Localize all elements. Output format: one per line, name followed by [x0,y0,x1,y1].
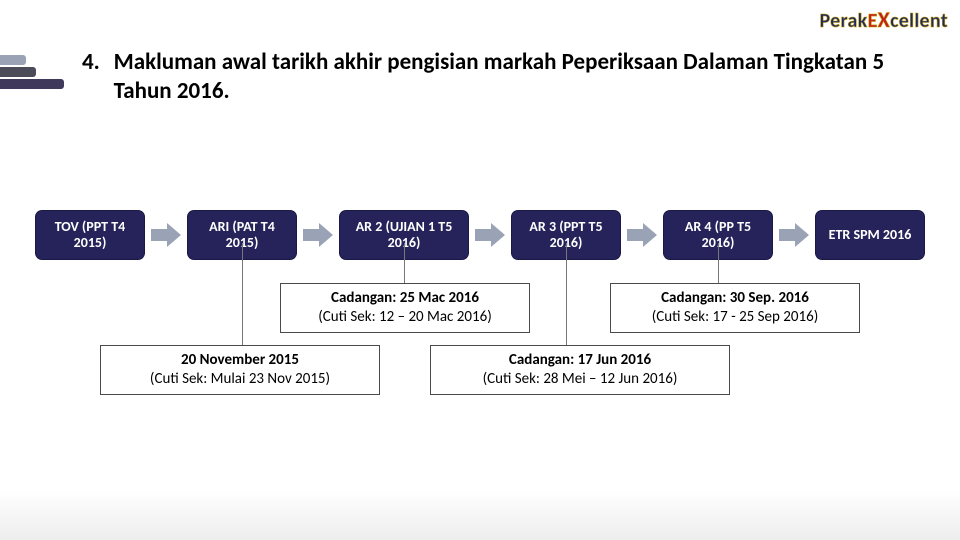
arrow-3 [468,223,512,247]
arrow-5 [772,223,816,247]
callout-ar2-bold: Cadangan: 25 Mac 2016 [291,289,519,308]
side-chips [0,55,64,89]
callout-ar3-plain: (Cuti Sek: 28 Mei – 12 Jun 2016) [441,370,719,389]
callout-ari-plain: (Cuti Sek: Mulai 23 Nov 2015) [111,370,369,389]
callout-ari-bold: 20 November 2015 [111,351,369,370]
logo: PerakEXcellent [820,6,948,33]
logo-post: cellent [890,9,948,33]
heading-number: 4. [82,48,110,76]
footer-fade [0,490,960,540]
conn-n2 [242,243,243,345]
conn-n3 [404,243,405,283]
callout-ar4: Cadangan: 30 Sep. 2016 (Cuti Sek: 17 - 2… [610,283,860,333]
arrow-1 [144,223,188,247]
arrow-2 [296,223,340,247]
callout-ar2: Cadangan: 25 Mac 2016 (Cuti Sek: 12 – 20… [280,283,530,333]
heading: 4. Makluman awal tarikh akhir pengisian … [82,48,912,106]
conn-n5 [718,243,719,283]
callout-ar4-bold: Cadangan: 30 Sep. 2016 [621,289,849,308]
callout-ar3-bold: Cadangan: 17 Jun 2016 [441,351,719,370]
arrow-4 [620,223,664,247]
flow-row: TOV (PPT T4 2015) ARI (PAT T4 2015) AR 2… [0,195,960,275]
heading-text: Makluman awal tarikh akhir pengisian mar… [114,48,904,106]
side-chip-2 [0,67,36,77]
callout-ari: 20 November 2015 (Cuti Sek: Mulai 23 Nov… [100,345,380,395]
callout-ar3: Cadangan: 17 Jun 2016 (Cuti Sek: 28 Mei … [430,345,730,395]
node-etr: ETR SPM 2016 [816,211,924,259]
side-chip-1 [0,55,26,65]
logo-pre: Perak [820,9,868,33]
side-chip-3 [0,79,64,89]
logo-e: E [868,9,878,33]
conn-n4 [566,243,567,345]
logo-x: X [878,6,890,33]
callout-ar4-plain: (Cuti Sek: 17 - 25 Sep 2016) [621,308,849,327]
callout-ar2-plain: (Cuti Sek: 12 – 20 Mac 2016) [291,308,519,327]
node-tov: TOV (PPT T4 2015) [36,211,144,259]
